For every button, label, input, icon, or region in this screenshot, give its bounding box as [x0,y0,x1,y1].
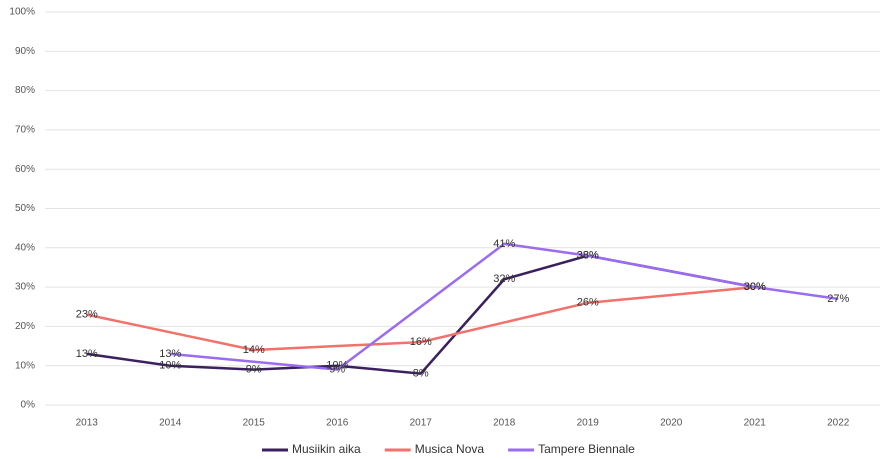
y-tick-label: 80% [15,85,35,96]
data-label: 10% [159,360,181,372]
legend-label: Musica Nova [415,442,485,456]
data-label: 8% [413,367,429,379]
legend-label: Musiikin aika [292,442,361,456]
data-label: 9% [246,364,262,376]
data-label: 38% [577,250,599,262]
y-tick-label: 70% [15,125,35,136]
data-label: 30% [744,281,766,293]
x-tick-label: 2020 [660,418,683,429]
data-label: 26% [577,297,599,309]
series-line [170,242,839,371]
x-tick-label: 2019 [577,418,600,429]
x-tick-label: 2013 [76,418,99,429]
data-label: 9% [329,364,345,376]
y-tick-label: 90% [15,46,35,57]
y-tick-label: 40% [15,242,35,253]
y-tick-label: 0% [21,400,36,411]
data-label: 14% [243,344,265,356]
y-tick-label: 30% [15,282,35,293]
data-label: 16% [410,336,432,348]
x-tick-label: 2022 [827,418,850,429]
y-tick-label: 60% [15,164,35,175]
y-tick-label: 50% [15,203,35,214]
data-label: 13% [159,348,181,360]
x-tick-label: 2014 [159,418,182,429]
data-label: 38% [577,250,599,262]
x-tick-label: 2021 [744,418,767,429]
data-label: 41% [493,238,515,250]
data-label: 23% [76,309,98,321]
legend-label: Tampere Biennale [538,442,635,456]
data-label: 27% [827,293,849,305]
y-tick-label: 20% [15,321,35,332]
x-tick-label: 2016 [326,418,349,429]
data-label: 32% [493,273,515,285]
series-line [86,285,755,352]
y-tick-label: 100% [9,7,35,18]
data-label: 30% [744,281,766,293]
data-label: 10% [326,360,348,372]
data-label: 30% [744,281,766,293]
data-label: 13% [76,348,98,360]
x-tick-label: 2018 [493,418,516,429]
x-tick-label: 2015 [243,418,266,429]
x-tick-label: 2017 [410,418,433,429]
y-tick-label: 10% [15,360,35,371]
